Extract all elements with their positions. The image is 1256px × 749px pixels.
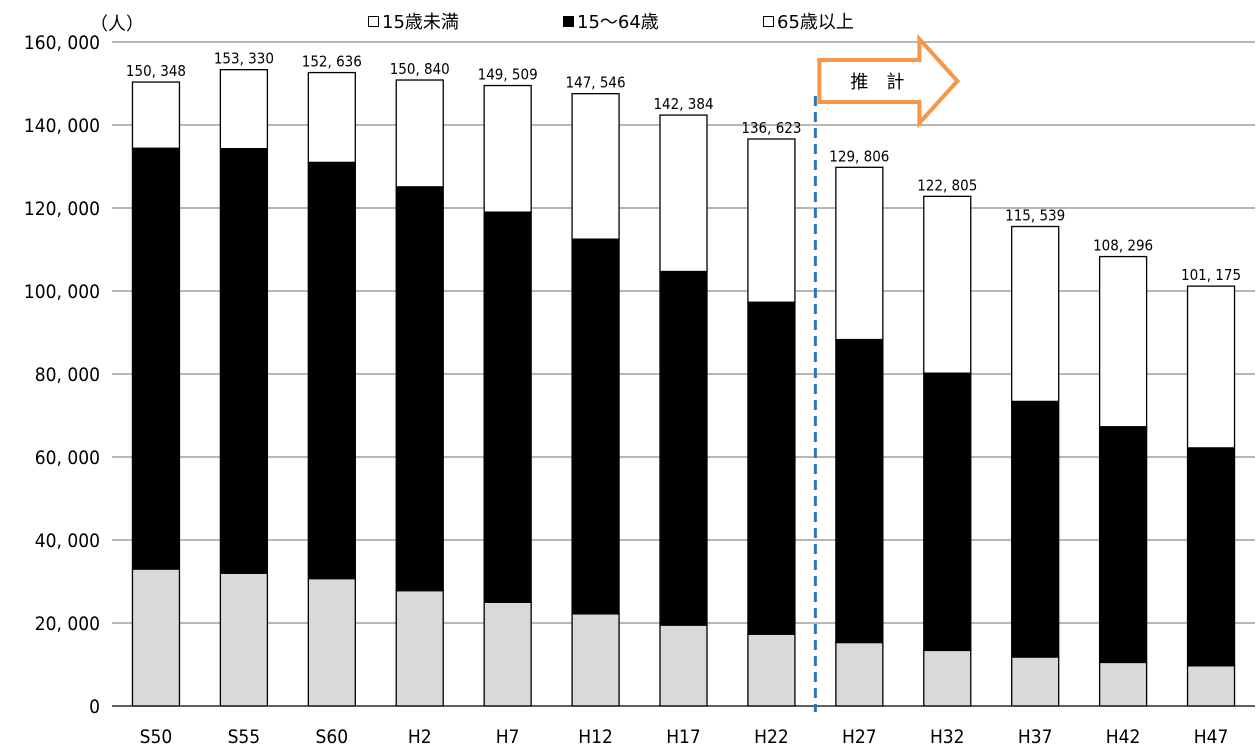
bar-segment-15-64 bbox=[923, 372, 972, 652]
y-tick-label: 60, 000 bbox=[35, 447, 100, 469]
legend-label-under15: 15歳未満 bbox=[382, 12, 459, 33]
total-data-label: 149, 509 bbox=[478, 66, 538, 84]
bar-segment-65plus bbox=[483, 84, 532, 213]
bar-segment-15-64 bbox=[131, 147, 181, 570]
x-tick-label: H7 bbox=[496, 726, 520, 748]
bar-segment-under15 bbox=[835, 641, 884, 707]
legend-item-65plus: 65歳以上 bbox=[763, 8, 854, 34]
x-tick-label: H32 bbox=[930, 726, 965, 748]
x-tick-label: H17 bbox=[666, 726, 701, 748]
total-data-label: 101, 175 bbox=[1181, 266, 1241, 284]
bar-segment-under15 bbox=[923, 649, 972, 707]
y-unit-label: （人） bbox=[90, 14, 144, 35]
bar-segment-65plus bbox=[659, 114, 708, 273]
bar-segment-15-64 bbox=[659, 270, 708, 626]
bar-segment-under15 bbox=[571, 613, 620, 707]
total-data-label: 115, 539 bbox=[1005, 207, 1065, 225]
total-data-label: 108, 296 bbox=[1093, 237, 1153, 255]
legend-swatch-65plus bbox=[763, 15, 774, 27]
y-tick-label: 120, 000 bbox=[24, 198, 100, 220]
bar-segment-65plus bbox=[219, 69, 269, 150]
bar-segment-15-64 bbox=[219, 148, 269, 574]
bar-segment-under15 bbox=[131, 568, 181, 707]
bar-segment-under15 bbox=[483, 601, 532, 707]
total-data-label: 150, 348 bbox=[126, 62, 186, 80]
legend-label-15-64: 15～64歳 bbox=[577, 12, 659, 33]
x-tick-label: H37 bbox=[1018, 726, 1053, 748]
x-tick-label: H2 bbox=[408, 726, 432, 748]
bar-segment-under15 bbox=[659, 624, 708, 707]
bar-segment-65plus bbox=[571, 93, 620, 240]
total-data-label: 150, 840 bbox=[390, 60, 450, 78]
x-tick-label: H12 bbox=[578, 726, 613, 748]
bar-segment-65plus bbox=[395, 79, 444, 188]
total-data-label: 153, 330 bbox=[214, 50, 274, 68]
bar-segment-under15 bbox=[219, 572, 269, 707]
x-tick-label: H22 bbox=[754, 726, 789, 748]
bar-segment-15-64 bbox=[1186, 447, 1236, 667]
bar-segment-15-64 bbox=[835, 338, 884, 644]
legend: 15歳未満 15～64歳 65歳以上 bbox=[0, 8, 1256, 36]
projection-arrow-label: 推 計 bbox=[850, 72, 904, 93]
bar-segment-under15 bbox=[1011, 656, 1060, 707]
y-tick-label: 100, 000 bbox=[24, 281, 100, 303]
bar-segment-under15 bbox=[307, 577, 356, 707]
y-tick-label: 80, 000 bbox=[35, 364, 100, 386]
legend-swatch-15-64 bbox=[563, 15, 574, 27]
bar-segment-15-64 bbox=[571, 238, 620, 615]
total-data-label: 136, 623 bbox=[741, 119, 801, 137]
y-tick-label: 40, 000 bbox=[35, 530, 100, 552]
bar-segment-under15 bbox=[747, 633, 796, 707]
total-data-label: 142, 384 bbox=[653, 95, 713, 113]
y-tick-label: 140, 000 bbox=[24, 115, 100, 137]
x-tick-label: H42 bbox=[1106, 726, 1141, 748]
x-tick-label: S60 bbox=[316, 726, 349, 748]
bar-segment-65plus bbox=[131, 81, 181, 149]
total-data-label: 147, 546 bbox=[566, 74, 626, 92]
total-data-label: 122, 805 bbox=[917, 176, 977, 194]
bar-segment-15-64 bbox=[395, 186, 444, 592]
bar-segment-65plus bbox=[1098, 255, 1148, 428]
projection-arrow-shape bbox=[817, 33, 961, 129]
total-data-label: 129, 806 bbox=[829, 147, 889, 165]
legend-item-15-64: 15～64歳 bbox=[563, 8, 659, 34]
bar-segment-under15 bbox=[1186, 665, 1236, 707]
bar-segment-15-64 bbox=[1098, 426, 1148, 664]
x-tick-label: H47 bbox=[1194, 726, 1229, 748]
legend-label-65plus: 65歳以上 bbox=[777, 12, 854, 33]
bar-segment-15-64 bbox=[1011, 400, 1060, 658]
bar-segment-65plus bbox=[1011, 225, 1060, 403]
bar-segment-15-64 bbox=[483, 211, 532, 603]
bar-segment-65plus bbox=[307, 71, 356, 163]
bar-segment-under15 bbox=[395, 589, 444, 707]
bar-segment-15-64 bbox=[307, 161, 356, 580]
legend-item-under15: 15歳未満 bbox=[368, 8, 459, 34]
x-tick-label: S50 bbox=[140, 726, 173, 748]
legend-swatch-under15 bbox=[368, 15, 379, 27]
bar-segment-15-64 bbox=[747, 301, 796, 635]
bar-segment-under15 bbox=[1098, 661, 1148, 707]
x-tick-label: S55 bbox=[228, 726, 261, 748]
y-tick-label: 0 bbox=[89, 696, 100, 718]
bar-segment-65plus bbox=[747, 138, 796, 303]
bar-segment-65plus bbox=[835, 166, 884, 341]
y-tick-label: 20, 000 bbox=[35, 613, 100, 635]
bar-segment-65plus bbox=[1186, 285, 1236, 449]
x-tick-label: H27 bbox=[842, 726, 877, 748]
y-tick-label: 160, 000 bbox=[24, 32, 100, 54]
total-data-label: 152, 636 bbox=[302, 53, 362, 71]
bar-segment-65plus bbox=[923, 195, 972, 374]
